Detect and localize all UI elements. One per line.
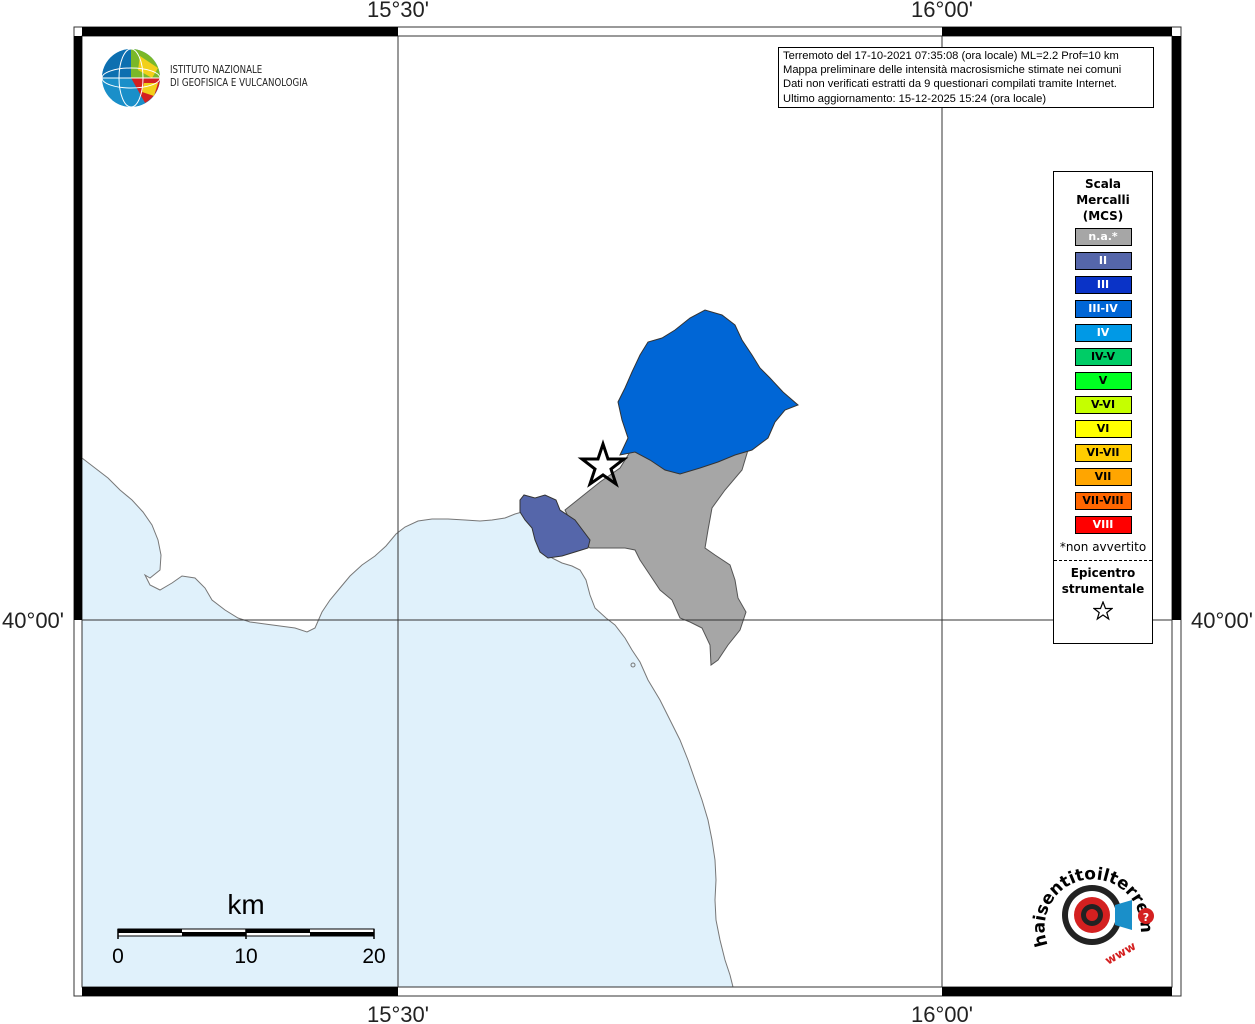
mcs-legend: Scala Mercalli (MCS) n.a.* II III III-IV IV I… <box>1053 171 1153 644</box>
scale-unit-label: km <box>227 889 264 920</box>
legend-item: VI-VII <box>1074 444 1132 462</box>
hsit-logo-www: www <box>1103 939 1139 968</box>
lon-label-bottom-left: 15°30' <box>367 1002 429 1024</box>
hsit-logo: haisentitoilterremoto.it ? www <box>1030 850 1156 968</box>
ingv-logo <box>101 48 161 108</box>
legend-separator <box>1054 560 1152 561</box>
scale-tick-label: 20 <box>362 945 385 968</box>
ingv-name-line1: ISTITUTO NAZIONALE <box>170 64 263 76</box>
frame-bar <box>82 27 398 36</box>
event-info-line: Terremoto del 17-10-2021 07:35:08 (ora l… <box>783 50 1119 62</box>
legend-item: V <box>1074 372 1132 390</box>
legend-star-icon <box>1054 600 1152 625</box>
legend-item: VIII <box>1074 516 1132 534</box>
legend-item: n.a.* <box>1074 228 1132 246</box>
legend-items: n.a.* II III III-IV IV IV-V V V-VI VI VI-VII VII VI… <box>1054 228 1152 534</box>
area-intensity-iii-iv <box>617 309 799 475</box>
event-info-box: Terremoto del 17-10-2021 07:35:08 (ora l… <box>778 47 1154 108</box>
epicenter-star-icon <box>577 439 629 488</box>
event-info-line: Dati non verificati estratti da 9 questi… <box>783 78 1117 91</box>
legend-item: VII-VIII <box>1074 492 1132 510</box>
svg-text:?: ? <box>1143 911 1149 924</box>
legend-title-line: (MCS) <box>1082 209 1124 223</box>
legend-title-line: Mercalli <box>1076 193 1130 207</box>
lon-label-top-right: 16°00' <box>911 0 973 22</box>
frame-bar <box>942 987 1172 996</box>
lon-label-top-left: 15°30' <box>367 0 429 22</box>
legend-epicenter-line: Epicentro <box>1070 566 1136 580</box>
scale-bar: km 0 10 20 <box>112 889 386 968</box>
legend-item: III-IV <box>1074 300 1132 318</box>
lat-label-right: 40°00' <box>1191 608 1253 633</box>
lon-label-bottom-right: 16°00' <box>911 1002 973 1024</box>
sea-area <box>81 456 734 988</box>
legend-title-line: Scala <box>1084 177 1122 191</box>
legend-item: II <box>1074 252 1132 270</box>
legend-title: Scala Mercalli (MCS) <box>1054 176 1152 224</box>
scale-tick-label: 0 <box>112 945 124 968</box>
scale-tick-label: 10 <box>234 945 257 968</box>
legend-item: VI <box>1074 420 1132 438</box>
ingv-name-line2: DI GEOFISICA E VULCANOLOGIA <box>170 77 308 89</box>
legend-item: IV <box>1074 324 1132 342</box>
frame-bar <box>942 27 1172 36</box>
legend-item: V-VI <box>1074 396 1132 414</box>
area-intensity-ii <box>519 494 591 559</box>
ingv-name: ISTITUTO NAZIONALE DI GEOFISICA E VULCAN… <box>170 64 308 90</box>
event-info-line: Ultimo aggiornamento: 15-12-2025 15:24 (… <box>783 92 1047 105</box>
legend-item: VII <box>1074 468 1132 486</box>
frame-bar <box>1172 36 1181 620</box>
legend-note: *non avvertito <box>1059 540 1147 554</box>
legend-epicenter-label: Epicentro strumentale <box>1054 565 1152 597</box>
frame-bar <box>74 36 82 620</box>
legend-epicenter-line: strumentale <box>1061 582 1145 596</box>
islet <box>630 662 636 668</box>
legend-item: III <box>1074 276 1132 294</box>
legend-item: IV-V <box>1074 348 1132 366</box>
lat-label-left: 40°00' <box>2 608 64 633</box>
event-info-line: Mappa preliminare delle intensità macros… <box>783 64 1122 77</box>
frame-bar <box>82 987 398 996</box>
